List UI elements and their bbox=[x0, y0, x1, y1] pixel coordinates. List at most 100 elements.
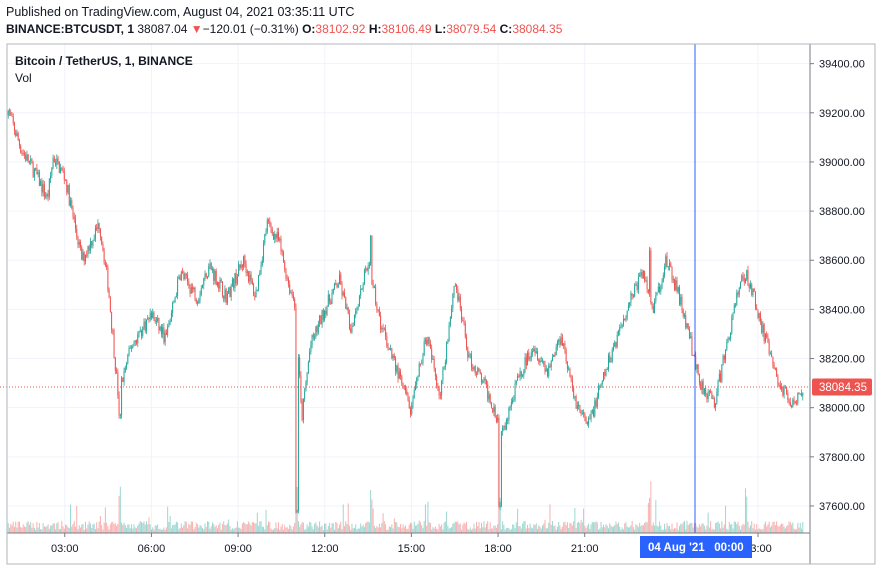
volume-bar bbox=[50, 525, 52, 533]
volume-bar bbox=[113, 524, 115, 533]
candle-body bbox=[38, 172, 40, 186]
volume-bar bbox=[753, 523, 755, 533]
candle-body bbox=[596, 396, 598, 407]
volume-bar bbox=[591, 521, 593, 533]
candle-body bbox=[589, 418, 591, 420]
candle-body bbox=[646, 280, 648, 290]
candle-body bbox=[616, 334, 618, 347]
volume-bar bbox=[382, 513, 384, 533]
volume-bar bbox=[467, 528, 469, 533]
candle-body bbox=[752, 288, 754, 296]
candle-body bbox=[665, 256, 667, 267]
price-axis[interactable]: 37600.00 37800.00 38000.00 38200.00 38400.00… bbox=[810, 59, 865, 513]
volume-bar bbox=[539, 526, 541, 533]
candle-body bbox=[703, 388, 705, 394]
volume-bar bbox=[61, 521, 63, 533]
volume-bar bbox=[63, 528, 65, 533]
volume-bar bbox=[183, 525, 185, 533]
candle-body bbox=[472, 367, 474, 370]
volume-bar bbox=[651, 525, 653, 533]
time-axis[interactable]: 03:00 06:00 09:00 12:00 15:00 18:00 21:00 03:00 bbox=[51, 533, 772, 555]
candle-body bbox=[678, 287, 680, 305]
candle-body bbox=[620, 326, 622, 328]
volume-bar bbox=[294, 522, 296, 533]
volume-bar bbox=[260, 521, 262, 533]
volume-bar bbox=[427, 501, 429, 533]
candle-body bbox=[33, 168, 35, 177]
candle-body bbox=[279, 238, 281, 241]
volume-bar bbox=[339, 524, 341, 533]
candle-body bbox=[45, 195, 47, 197]
volume-bar bbox=[406, 529, 408, 533]
volume-bar bbox=[131, 524, 133, 533]
volume-bar bbox=[772, 521, 774, 533]
candle-body bbox=[627, 305, 629, 311]
volume-bar bbox=[329, 523, 331, 533]
volume-bar bbox=[345, 521, 347, 533]
candle-body bbox=[754, 291, 756, 309]
candle-body bbox=[260, 265, 262, 273]
candle-body bbox=[680, 296, 682, 305]
candle-body bbox=[759, 313, 761, 322]
volume-bar bbox=[361, 526, 363, 533]
candle-body bbox=[500, 431, 502, 506]
candle-body bbox=[241, 264, 243, 268]
candle-body bbox=[309, 351, 311, 362]
candle-body bbox=[40, 181, 42, 186]
volume-bar bbox=[297, 521, 299, 533]
candle-body bbox=[291, 292, 293, 296]
volume-bar bbox=[387, 529, 389, 533]
volume-bar bbox=[752, 528, 754, 533]
candle-body bbox=[505, 419, 507, 430]
volume-bar bbox=[94, 529, 96, 533]
plot-border bbox=[6, 43, 811, 534]
candle-body bbox=[480, 374, 482, 383]
candle-body bbox=[498, 417, 500, 506]
candle-body bbox=[625, 317, 627, 320]
volume-bar bbox=[758, 528, 760, 533]
volume-bar bbox=[514, 528, 516, 533]
volume-bar bbox=[322, 529, 324, 533]
candle-body bbox=[730, 332, 732, 339]
candle-body bbox=[246, 271, 248, 273]
volume-bar bbox=[129, 528, 131, 533]
candle-body bbox=[57, 158, 59, 162]
volume-bar bbox=[27, 521, 29, 533]
candle-body bbox=[563, 343, 565, 346]
volume-bar bbox=[555, 529, 557, 533]
volume-bar bbox=[221, 523, 223, 533]
candle-body bbox=[170, 312, 172, 322]
volume-bar bbox=[102, 529, 104, 533]
volume-bar bbox=[512, 524, 514, 533]
candle-body bbox=[98, 223, 100, 230]
candle-body bbox=[213, 269, 215, 281]
volume-bar bbox=[140, 521, 142, 533]
volume-bar bbox=[164, 529, 166, 533]
candle-body bbox=[205, 273, 207, 278]
candle-body bbox=[225, 289, 227, 303]
candle-body bbox=[712, 398, 714, 400]
volume-bar bbox=[693, 522, 695, 533]
candle-body bbox=[706, 394, 708, 400]
candle-body bbox=[762, 324, 764, 333]
candle-body bbox=[51, 167, 53, 176]
volume-bar bbox=[36, 521, 38, 533]
volume-bar bbox=[167, 506, 169, 533]
candle-body bbox=[15, 131, 17, 137]
volume-bar bbox=[407, 528, 409, 533]
volume-bar bbox=[471, 529, 473, 533]
volume-bar bbox=[650, 481, 652, 533]
volume-bar bbox=[275, 522, 277, 533]
candle-body bbox=[174, 297, 176, 303]
volume-bar bbox=[273, 529, 275, 533]
volume-bar bbox=[396, 522, 398, 533]
candle-body bbox=[336, 284, 338, 288]
volume-bar bbox=[292, 526, 294, 533]
volume-bar bbox=[402, 524, 404, 533]
volume-bar bbox=[226, 523, 228, 533]
volume-bar bbox=[495, 527, 497, 533]
candle-body bbox=[83, 252, 85, 262]
candle-body bbox=[433, 358, 435, 369]
candle-body bbox=[509, 406, 511, 408]
